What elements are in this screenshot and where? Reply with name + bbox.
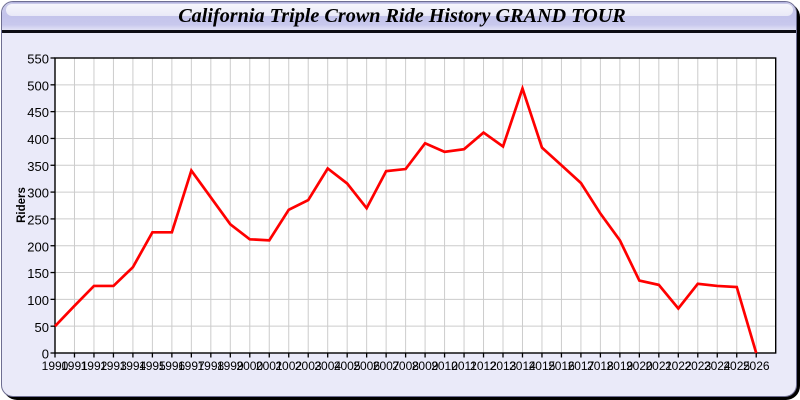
svg-text:2008: 2008 <box>392 359 419 373</box>
svg-text:2018: 2018 <box>587 359 614 373</box>
svg-text:2016: 2016 <box>548 359 575 373</box>
svg-text:550: 550 <box>27 52 49 67</box>
svg-text:500: 500 <box>27 78 49 93</box>
svg-text:1991: 1991 <box>61 359 88 373</box>
svg-text:1995: 1995 <box>139 359 166 373</box>
svg-text:450: 450 <box>27 105 49 120</box>
svg-text:1994: 1994 <box>120 359 147 373</box>
svg-text:400: 400 <box>27 132 49 147</box>
svg-text:2014: 2014 <box>509 359 536 373</box>
svg-text:2025: 2025 <box>723 359 750 373</box>
svg-text:2021: 2021 <box>645 359 672 373</box>
svg-text:2022: 2022 <box>665 359 692 373</box>
svg-text:1990: 1990 <box>42 359 69 373</box>
svg-text:1996: 1996 <box>159 359 186 373</box>
svg-text:0: 0 <box>42 347 49 362</box>
svg-text:350: 350 <box>27 159 49 174</box>
svg-text:2004: 2004 <box>314 359 341 373</box>
svg-text:2001: 2001 <box>256 359 283 373</box>
svg-text:2024: 2024 <box>704 359 731 373</box>
svg-text:150: 150 <box>27 266 49 281</box>
svg-text:300: 300 <box>27 186 49 201</box>
svg-text:2003: 2003 <box>295 359 322 373</box>
svg-text:1992: 1992 <box>81 359 108 373</box>
svg-text:2017: 2017 <box>568 359 595 373</box>
svg-text:1998: 1998 <box>197 359 224 373</box>
svg-text:1999: 1999 <box>217 359 244 373</box>
svg-text:1993: 1993 <box>100 359 127 373</box>
svg-text:2010: 2010 <box>431 359 458 373</box>
svg-text:250: 250 <box>27 213 49 228</box>
svg-text:2012: 2012 <box>470 359 497 373</box>
svg-text:1997: 1997 <box>178 359 205 373</box>
svg-text:2006: 2006 <box>353 359 380 373</box>
svg-text:2015: 2015 <box>529 359 556 373</box>
svg-text:2019: 2019 <box>607 359 634 373</box>
svg-text:200: 200 <box>27 239 49 254</box>
svg-text:2011: 2011 <box>451 359 477 373</box>
svg-text:2013: 2013 <box>490 359 517 373</box>
svg-text:2007: 2007 <box>373 359 400 373</box>
svg-text:50: 50 <box>35 320 49 335</box>
svg-text:2009: 2009 <box>412 359 439 373</box>
svg-text:2000: 2000 <box>236 359 263 373</box>
svg-text:100: 100 <box>27 293 49 308</box>
svg-text:2002: 2002 <box>275 359 302 373</box>
svg-text:Riders: Riders <box>16 187 28 223</box>
svg-text:2026: 2026 <box>743 359 770 373</box>
svg-text:2020: 2020 <box>626 359 653 373</box>
svg-text:2005: 2005 <box>334 359 361 373</box>
svg-text:2023: 2023 <box>684 359 711 373</box>
